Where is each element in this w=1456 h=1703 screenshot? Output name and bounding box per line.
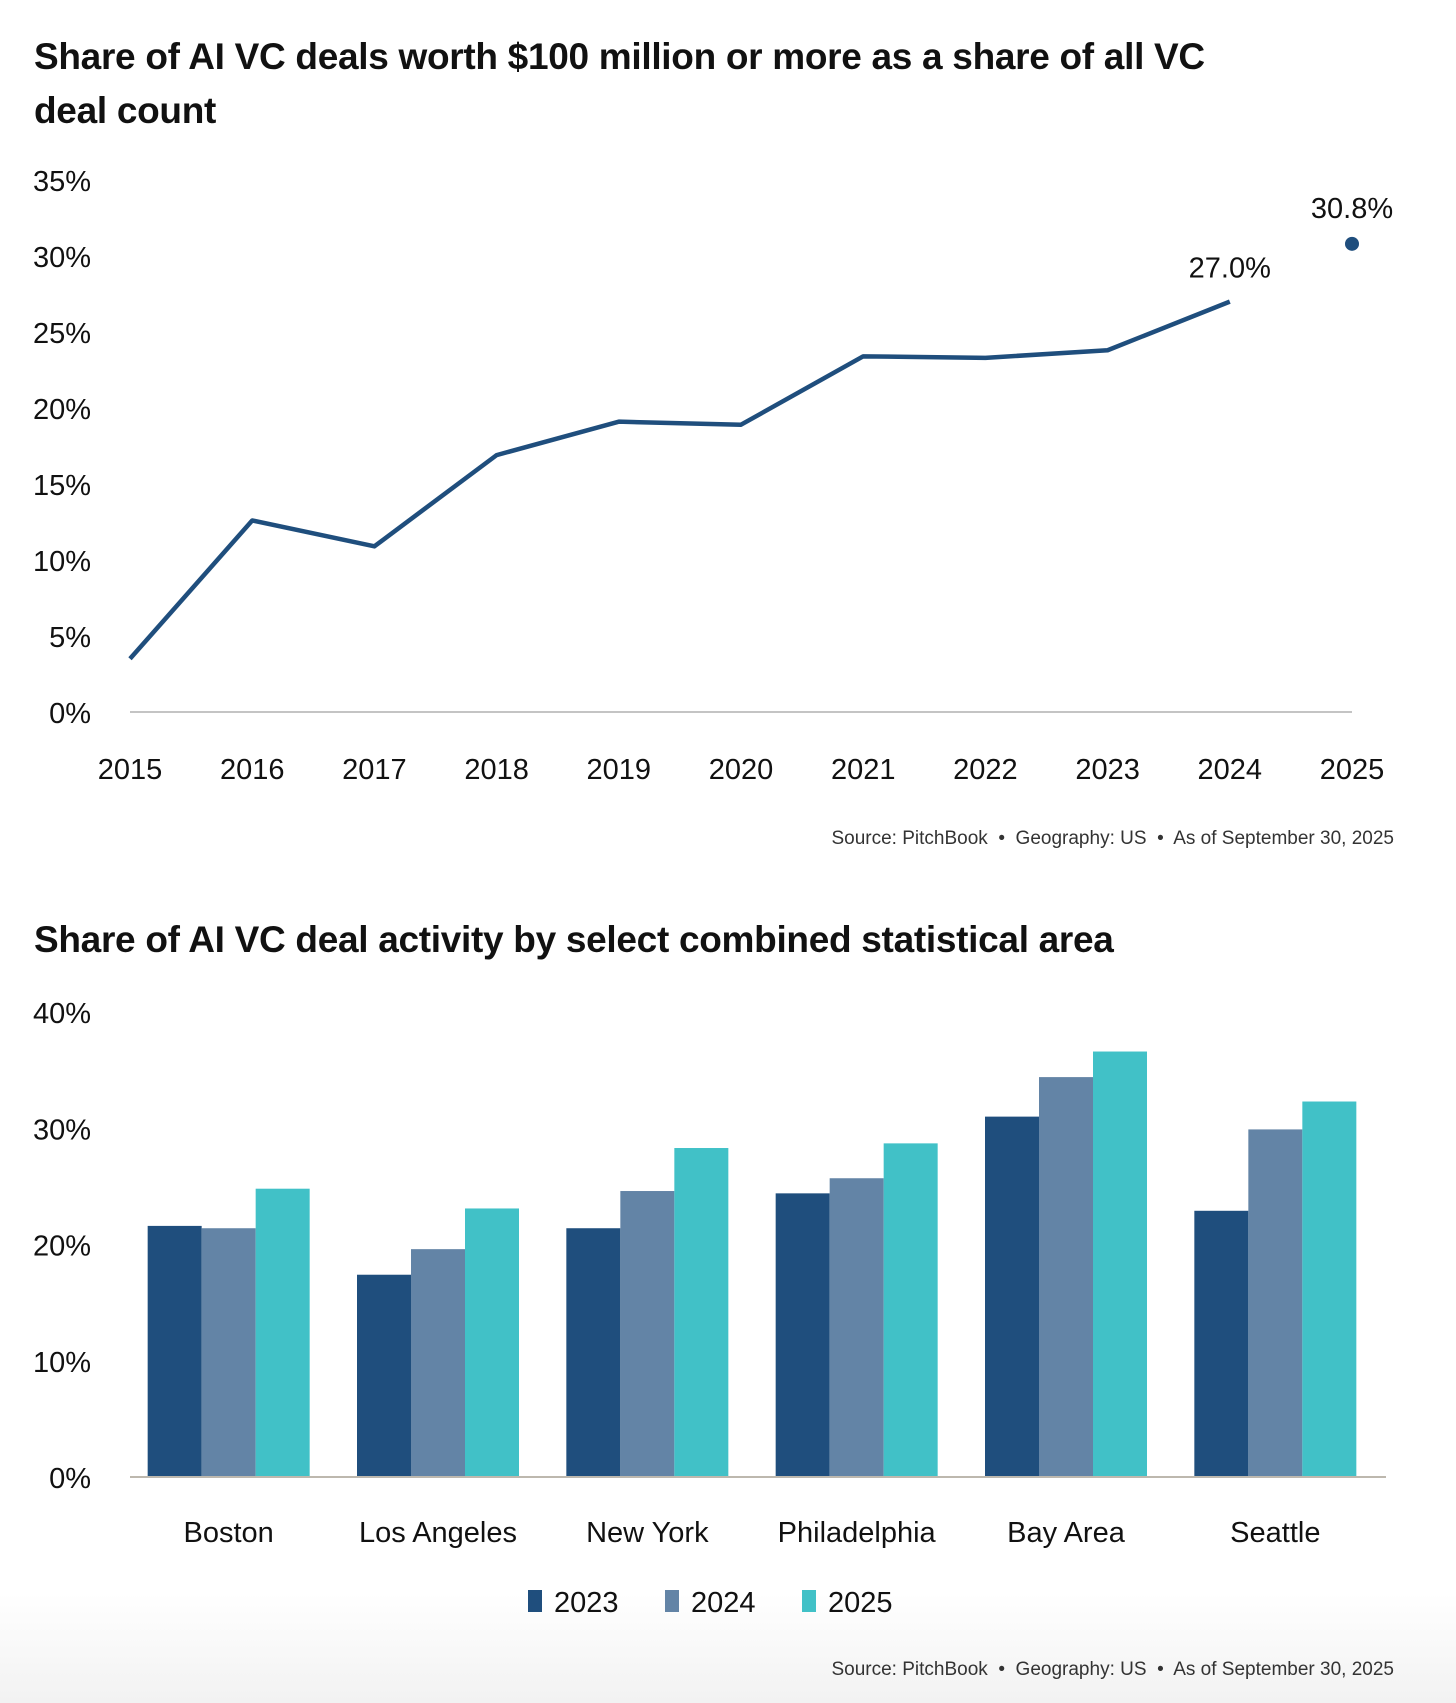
category-label: Boston: [184, 1517, 274, 1549]
x-tick-label: 2022: [953, 754, 1018, 786]
category-label: New York: [586, 1517, 709, 1549]
bar-new-york-2023: [566, 1228, 621, 1477]
x-tick-label: 2021: [831, 754, 896, 786]
bar-philadelphia-2023: [775, 1193, 830, 1477]
category-label: Los Angeles: [359, 1517, 517, 1549]
bottom-fade: [0, 1593, 1456, 1703]
x-tick-label: 2020: [709, 754, 774, 786]
y-tick-label: 30%: [33, 242, 91, 274]
bar-philadelphia-2024: [829, 1178, 884, 1477]
line-chart-source: Source: PitchBook • Geography: US • As o…: [831, 828, 1394, 849]
bar-new-york-2024: [620, 1191, 675, 1477]
x-tick-label: 2016: [220, 754, 285, 786]
legend-swatch-2023: [528, 1590, 542, 1612]
y-tick-label: 20%: [33, 394, 91, 426]
legend-swatch-2024: [665, 1590, 679, 1612]
x-tick-label: 2015: [98, 754, 163, 786]
y-tick-label: 10%: [33, 546, 91, 578]
y-tick-label: 10%: [33, 1347, 91, 1379]
category-label: Seattle: [1230, 1517, 1320, 1549]
bar-seattle-2024: [1248, 1129, 1303, 1477]
bar-boston-2025: [255, 1188, 310, 1477]
x-tick-label: 2024: [1198, 754, 1263, 786]
y-tick-label: 35%: [33, 166, 91, 198]
y-tick-label: 0%: [49, 1463, 91, 1495]
bar-seattle-2023: [1194, 1210, 1249, 1477]
legend-label: 2025: [828, 1587, 893, 1619]
y-tick-label: 40%: [33, 998, 91, 1030]
bar-bay-area-2024: [1039, 1077, 1093, 1477]
x-tick-label: 2017: [342, 754, 407, 786]
bar-chart-title: Share of AI VC deal activity by select c…: [34, 919, 1114, 960]
data-label-2024: 27.0%: [1189, 253, 1271, 285]
legend-swatch-2025: [802, 1590, 816, 1612]
bar-bay-area-2023: [985, 1116, 1039, 1477]
bar-new-york-2025: [674, 1148, 729, 1477]
y-tick-label: 15%: [33, 470, 91, 502]
y-tick-label: 5%: [49, 622, 91, 654]
y-tick-label: 20%: [33, 1231, 91, 1263]
legend-label: 2023: [554, 1587, 619, 1619]
y-tick-label: 0%: [49, 698, 91, 730]
data-label-2025: 30.8%: [1311, 193, 1393, 225]
line-series: [128, 299, 1231, 661]
x-tick-label: 2025: [1320, 754, 1385, 786]
bar-boston-2024: [201, 1228, 256, 1477]
y-tick-label: 30%: [33, 1114, 91, 1146]
bar-los-angeles-2023: [357, 1274, 411, 1477]
x-tick-label: 2023: [1075, 754, 1140, 786]
bar-los-angeles-2025: [465, 1208, 519, 1477]
line-chart-title: Share of AI VC deals worth $100 million …: [34, 36, 1205, 131]
bar-philadelphia-2025: [883, 1143, 938, 1477]
category-label: Bay Area: [1007, 1517, 1126, 1549]
bar-boston-2023: [147, 1225, 202, 1477]
legend-label: 2024: [691, 1587, 756, 1619]
category-label: Philadelphia: [778, 1517, 937, 1549]
bar-chart-source: Source: PitchBook • Geography: US • As o…: [831, 1659, 1394, 1680]
data-point-2025: [1345, 236, 1359, 251]
x-tick-label: 2019: [587, 754, 652, 786]
bar-seattle-2025: [1302, 1101, 1357, 1477]
bar-los-angeles-2024: [411, 1249, 465, 1477]
bar-bay-area-2025: [1093, 1051, 1147, 1477]
x-tick-label: 2018: [464, 754, 529, 786]
y-tick-label: 25%: [33, 318, 91, 350]
